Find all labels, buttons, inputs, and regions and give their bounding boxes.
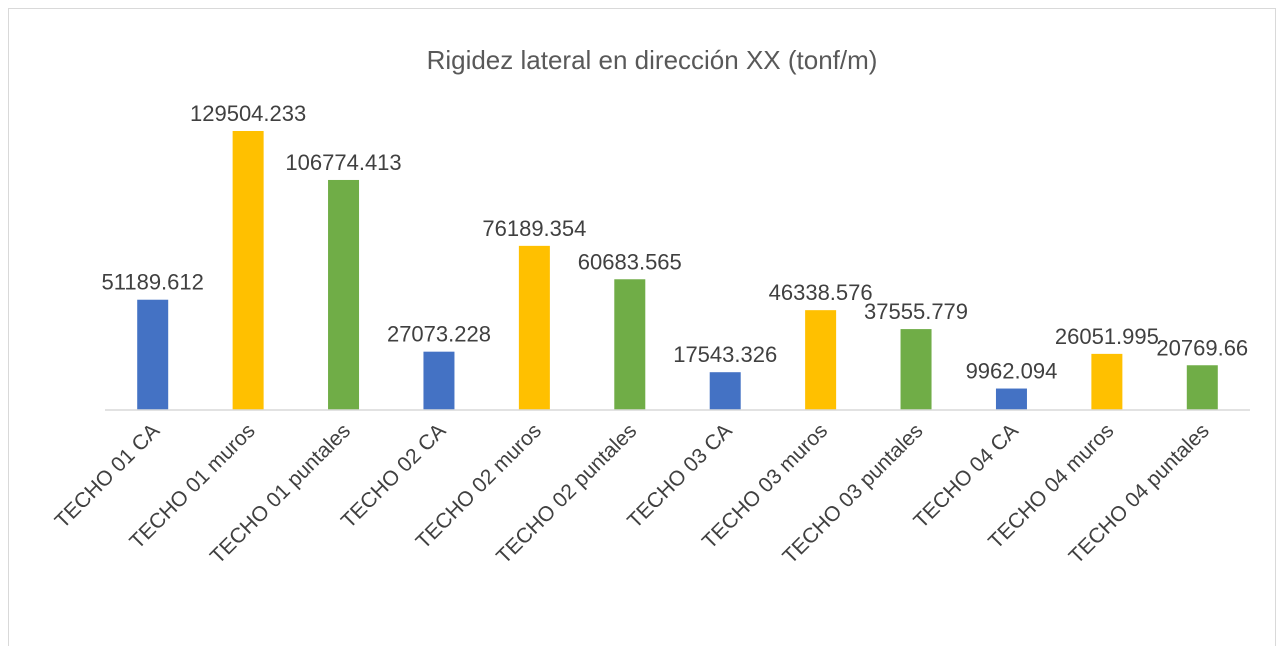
bar bbox=[709, 372, 741, 410]
data-label: 46338.576 bbox=[769, 280, 873, 305]
data-label: 129504.233 bbox=[190, 101, 306, 126]
bar bbox=[995, 388, 1027, 410]
data-label: 76189.354 bbox=[482, 216, 586, 241]
data-label: 9962.094 bbox=[966, 359, 1058, 384]
data-label: 20769.66 bbox=[1156, 335, 1248, 360]
bar bbox=[232, 131, 264, 410]
data-label: 51189.612 bbox=[102, 270, 204, 295]
data-label: 37555.779 bbox=[864, 299, 968, 324]
bar bbox=[1186, 365, 1218, 410]
bar bbox=[1091, 353, 1123, 410]
data-label: 60683.565 bbox=[578, 249, 682, 274]
data-label: 17543.326 bbox=[673, 342, 777, 367]
data-label: 27073.228 bbox=[387, 322, 491, 347]
chart-title: Rigidez lateral en dirección XX (tonf/m) bbox=[427, 45, 878, 75]
bar bbox=[328, 179, 360, 410]
bar bbox=[614, 279, 646, 410]
data-label: 106774.413 bbox=[285, 150, 401, 175]
bar bbox=[423, 351, 455, 410]
bar bbox=[900, 329, 932, 410]
bar bbox=[137, 299, 169, 410]
bar bbox=[805, 310, 837, 410]
data-label: 26051.995 bbox=[1055, 324, 1159, 349]
bar bbox=[518, 245, 550, 410]
